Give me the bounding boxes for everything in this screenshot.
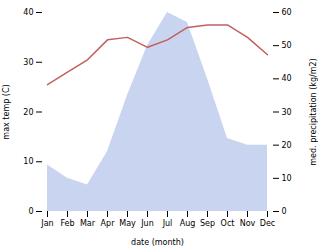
svg-text:30: 30 — [282, 108, 292, 117]
svg-text:60: 60 — [282, 8, 292, 17]
svg-text:Apr: Apr — [101, 219, 116, 228]
svg-text:med. precipitation (kg/m2): med. precipitation (kg/m2) — [309, 58, 318, 165]
svg-text:40: 40 — [282, 74, 292, 83]
svg-text:Jan: Jan — [40, 219, 53, 228]
svg-text:20: 20 — [23, 108, 33, 117]
svg-text:Aug: Aug — [180, 219, 196, 228]
svg-text:Sep: Sep — [200, 219, 215, 228]
svg-text:0: 0 — [28, 207, 33, 216]
svg-text:date (month): date (month) — [131, 238, 184, 247]
svg-text:Oct: Oct — [221, 219, 235, 228]
svg-text:40: 40 — [23, 8, 33, 17]
svg-text:50: 50 — [282, 41, 292, 50]
svg-text:Jul: Jul — [162, 219, 173, 228]
svg-text:Feb: Feb — [60, 219, 74, 228]
svg-text:May: May — [119, 219, 136, 228]
svg-text:Mar: Mar — [80, 219, 96, 228]
svg-text:max temp (C): max temp (C) — [2, 84, 11, 139]
svg-text:30: 30 — [23, 58, 33, 67]
svg-text:Nov: Nov — [240, 219, 256, 228]
svg-text:Dec: Dec — [260, 219, 275, 228]
svg-text:0: 0 — [282, 207, 287, 216]
svg-text:Jun: Jun — [140, 219, 154, 228]
svg-text:10: 10 — [282, 174, 292, 183]
svg-text:20: 20 — [282, 141, 292, 150]
svg-text:10: 10 — [23, 157, 33, 166]
